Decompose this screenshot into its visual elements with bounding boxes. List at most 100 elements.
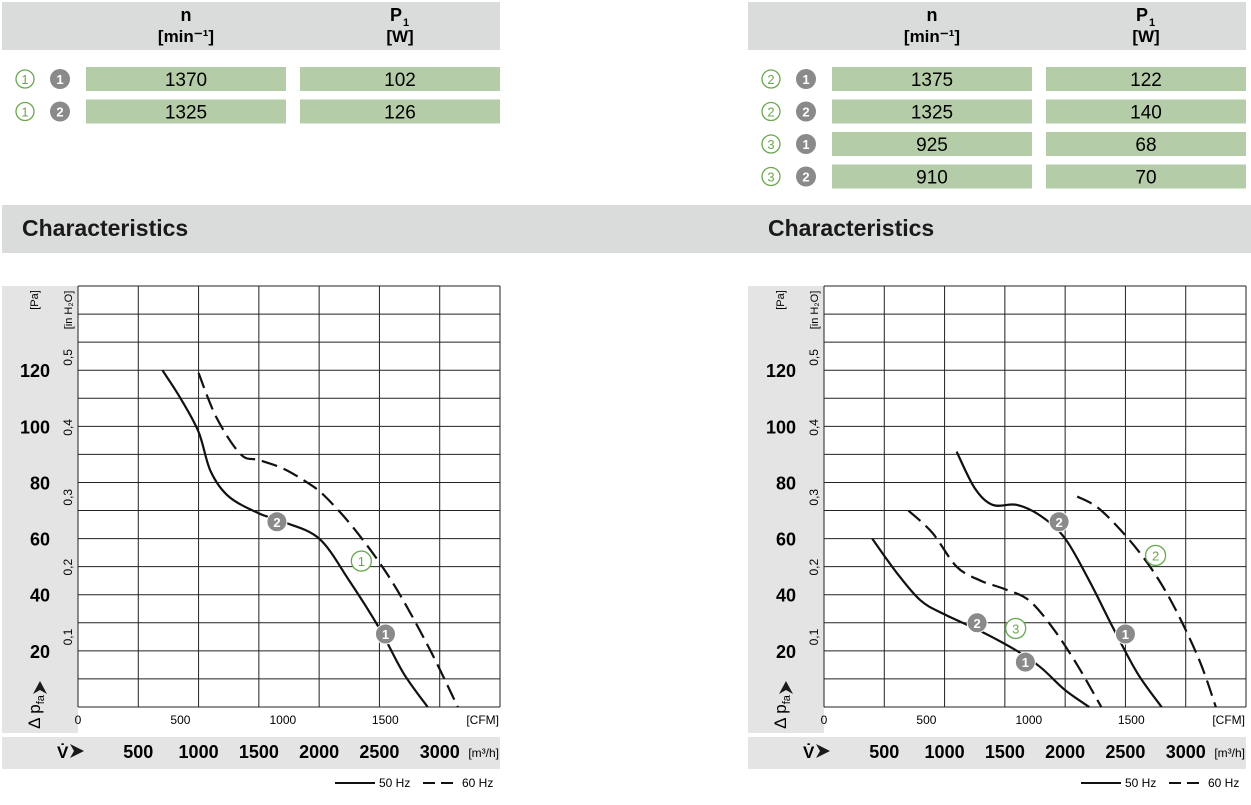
x-tick-m3h: 2500 (1105, 742, 1145, 762)
p1-cell (1046, 132, 1246, 156)
y-axis-symbol-main: Δ p (771, 704, 790, 729)
y-axis-symbol: Δ pfa (25, 694, 47, 729)
p1-header-sub: 1 (403, 17, 409, 29)
table-row: 2 1 1375 122 (761, 67, 1246, 91)
x-tick-cfm: 1000 (1015, 713, 1042, 727)
curve-badge (796, 69, 816, 89)
n-cell (832, 132, 1032, 156)
curve-marker-badge (266, 511, 288, 533)
curve-marker-label: 1 (1022, 655, 1029, 670)
p1-value: 126 (384, 103, 416, 124)
section-header-bar-left (2, 205, 567, 253)
x-tick-m3h: 1500 (239, 742, 279, 762)
n-cell (832, 67, 1032, 91)
x-tick-m3h: 2000 (299, 742, 339, 762)
y-tick-pa: 20 (30, 642, 50, 662)
y-tick-pa: 40 (30, 586, 50, 606)
p1-value: 122 (1130, 70, 1162, 91)
n-value: 1325 (165, 103, 207, 124)
y-axis-symbol-sub: fa (35, 694, 47, 704)
y-tick-pa: 100 (766, 417, 796, 437)
y-tick-inh2o: 0,2 (61, 559, 75, 576)
curve-badge (796, 101, 816, 122)
curve-marker-badge (966, 612, 988, 634)
y-tick-inh2o: 0,1 (807, 628, 821, 645)
x-tick-m3h: 500 (869, 742, 899, 762)
x-tick-m3h: 1500 (985, 742, 1025, 762)
p1-header-label: P (390, 5, 402, 25)
curve-badge-label: 2 (802, 170, 809, 185)
curve-marker-label: 2 (974, 616, 981, 631)
y-tick-inh2o: 0,5 (61, 349, 75, 366)
x-tick-cfm: 0 (821, 713, 828, 727)
x-tick-cfm: 500 (916, 713, 936, 727)
legend: 50 Hz 60 Hz (1081, 776, 1239, 790)
n-header-label: n (927, 5, 938, 25)
x-tick-cfm: 500 (170, 713, 190, 727)
y-tick-pa: 100 (20, 417, 50, 437)
p1-cell (300, 67, 500, 91)
y-axis-symbol: Δ pfa (771, 694, 793, 729)
y-axis-band (748, 286, 824, 733)
variant-marker-label: 1 (358, 554, 365, 569)
x-unit-cfm: [CFM] (466, 713, 499, 727)
y-unit-pa: [Pa] (29, 290, 41, 310)
x-unit-cfm: [CFM] (1212, 713, 1245, 727)
n-header-label: n (181, 5, 192, 25)
n-cell (86, 99, 286, 124)
curve-60hz-4 (907, 509, 1103, 708)
y-tick-inh2o: 0,4 (807, 419, 821, 436)
x-tick-m3h: 1000 (179, 742, 219, 762)
curve-badge (50, 101, 70, 122)
p1-cell (1046, 67, 1246, 91)
y-axis-arrow-icon (779, 681, 793, 694)
y-tick-pa: 80 (776, 473, 796, 493)
variant-badge-label: 2 (767, 72, 774, 87)
x-tick-m3h: 1000 (925, 742, 965, 762)
n-cell (832, 99, 1032, 124)
table-row: 1 1 1370 102 (15, 67, 500, 91)
curve-badge (796, 134, 816, 154)
p1-header-unit: [W] (386, 27, 413, 46)
n-value: 925 (916, 135, 948, 156)
p1-cell (300, 99, 500, 124)
y-tick-inh2o: 0,5 (807, 349, 821, 366)
variant-badge (761, 134, 781, 154)
n-value: 1325 (911, 103, 953, 124)
y-tick-inh2o: 0,2 (807, 559, 821, 576)
p1-header-label: P (1136, 5, 1148, 25)
x-axis-band (748, 737, 1246, 769)
x-axis-symbol: V̇ (57, 743, 69, 762)
y-tick-pa: 60 (776, 530, 796, 550)
x-axis-symbol: V̇ (803, 743, 815, 762)
curve-badge-label: 1 (56, 72, 63, 87)
p1-value: 102 (384, 70, 416, 91)
variant-badge (15, 69, 35, 89)
p1-value: 140 (1130, 103, 1162, 124)
plot-area (824, 286, 1246, 707)
legend-solid-label: 50 Hz (379, 776, 410, 790)
curve-marker-badge (1114, 623, 1136, 645)
curve-badge-label: 2 (802, 105, 809, 120)
p1-cell (1046, 99, 1246, 124)
y-tick-inh2o: 0,4 (61, 419, 75, 436)
x-axis-band (2, 737, 500, 769)
p1-value: 68 (1135, 135, 1156, 156)
curve-badge (50, 69, 70, 89)
table-row: 3 2 910 70 (761, 164, 1246, 189)
curve-marker-label: 2 (1055, 515, 1062, 530)
section-header-bar-right (748, 205, 1251, 253)
curve-60hz-2 (197, 372, 459, 708)
variant-marker-badge (1005, 617, 1027, 640)
variant-badge (761, 166, 781, 187)
table-header-bg (2, 2, 500, 50)
curve-marker-badge (1014, 651, 1036, 673)
x-tick-cfm: 1500 (1118, 713, 1145, 727)
p1-header-sub: 1 (1149, 17, 1155, 29)
n-cell (832, 164, 1032, 189)
y-tick-pa: 60 (30, 530, 50, 550)
variant-badge-label: 1 (21, 105, 28, 120)
legend-solid-label: 50 Hz (1125, 776, 1156, 790)
